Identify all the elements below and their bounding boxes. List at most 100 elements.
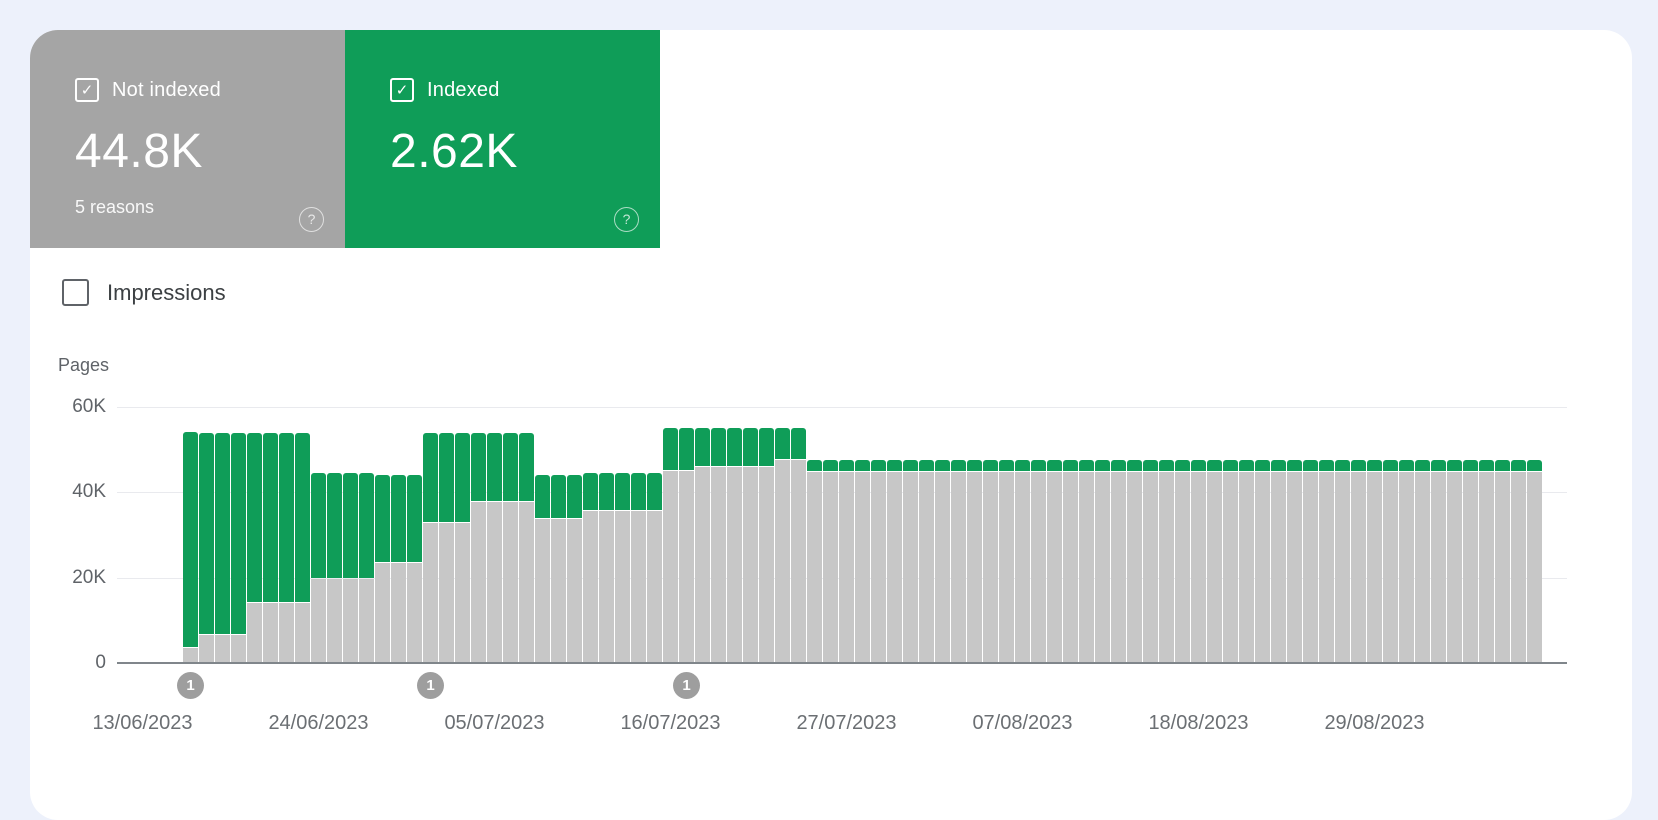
- bar-segment-not-indexed[interactable]: [1479, 472, 1494, 663]
- bar-segment-not-indexed[interactable]: [1207, 472, 1222, 663]
- bar-27/07/2023[interactable]: [839, 460, 854, 663]
- bar-segment-indexed[interactable]: [439, 433, 454, 522]
- bar-24/08/2023[interactable]: [1287, 460, 1302, 663]
- bar-20/07/2023[interactable]: [727, 428, 742, 663]
- bar-segment-not-indexed[interactable]: [567, 519, 582, 663]
- bar-05/07/2023[interactable]: [487, 433, 502, 663]
- bar-segment-indexed[interactable]: [455, 433, 470, 522]
- bar-segment-indexed[interactable]: [775, 428, 790, 459]
- bar-25/08/2023[interactable]: [1303, 460, 1318, 663]
- bar-18/06/2023[interactable]: [215, 433, 230, 663]
- bar-segment-not-indexed[interactable]: [359, 579, 374, 663]
- bar-segment-not-indexed[interactable]: [903, 472, 918, 663]
- bar-segment-indexed[interactable]: [951, 460, 966, 471]
- bar-segment-not-indexed[interactable]: [327, 579, 342, 663]
- bar-28/08/2023[interactable]: [1351, 460, 1366, 663]
- bar-segment-not-indexed[interactable]: [391, 563, 406, 663]
- annotation-marker[interactable]: 1: [417, 672, 444, 699]
- bar-28/07/2023[interactable]: [855, 460, 870, 663]
- bar-segment-indexed[interactable]: [263, 433, 278, 602]
- bar-segment-indexed[interactable]: [535, 475, 550, 518]
- bar-segment-indexed[interactable]: [1287, 460, 1302, 471]
- bar-15/08/2023[interactable]: [1143, 460, 1158, 663]
- bar-segment-not-indexed[interactable]: [1527, 472, 1542, 663]
- bar-21/06/2023[interactable]: [263, 433, 278, 663]
- bar-segment-indexed[interactable]: [647, 473, 662, 510]
- bar-segment-indexed[interactable]: [311, 473, 326, 578]
- bar-segment-not-indexed[interactable]: [535, 519, 550, 663]
- bar-segment-indexed[interactable]: [1463, 460, 1478, 471]
- bar-segment-indexed[interactable]: [391, 475, 406, 562]
- bar-segment-not-indexed[interactable]: [1255, 472, 1270, 663]
- bar-segment-indexed[interactable]: [1351, 460, 1366, 471]
- bar-segment-not-indexed[interactable]: [1175, 472, 1190, 663]
- bar-27/08/2023[interactable]: [1335, 460, 1350, 663]
- bar-segment-not-indexed[interactable]: [311, 579, 326, 663]
- bar-segment-not-indexed[interactable]: [183, 648, 198, 663]
- bar-02/08/2023[interactable]: [935, 460, 950, 663]
- bar-segment-indexed[interactable]: [471, 433, 486, 501]
- bar-segment-indexed[interactable]: [247, 433, 262, 602]
- bar-segment-indexed[interactable]: [279, 433, 294, 602]
- bar-segment-indexed[interactable]: [295, 433, 310, 602]
- bar-08/09/2023[interactable]: [1527, 460, 1542, 663]
- bar-segment-not-indexed[interactable]: [599, 511, 614, 663]
- bar-segment-not-indexed[interactable]: [1047, 472, 1062, 663]
- bar-segment-indexed[interactable]: [503, 433, 518, 501]
- bar-20/06/2023[interactable]: [247, 433, 262, 663]
- bar-segment-indexed[interactable]: [1415, 460, 1430, 471]
- bar-18/07/2023[interactable]: [695, 428, 710, 663]
- bar-30/08/2023[interactable]: [1383, 460, 1398, 663]
- bar-segment-indexed[interactable]: [1367, 460, 1382, 471]
- bar-segment-indexed[interactable]: [487, 433, 502, 501]
- help-icon[interactable]: ?: [299, 207, 324, 232]
- bar-segment-not-indexed[interactable]: [295, 603, 310, 663]
- bar-segment-not-indexed[interactable]: [839, 472, 854, 663]
- bar-segment-indexed[interactable]: [1207, 460, 1222, 471]
- bar-segment-not-indexed[interactable]: [919, 472, 934, 663]
- bar-24/06/2023[interactable]: [311, 473, 326, 663]
- bar-segment-indexed[interactable]: [1383, 460, 1398, 471]
- bar-30/07/2023[interactable]: [887, 460, 902, 663]
- bar-03/07/2023[interactable]: [455, 433, 470, 663]
- bar-24/07/2023[interactable]: [791, 428, 806, 663]
- bar-23/07/2023[interactable]: [775, 428, 790, 663]
- bar-31/07/2023[interactable]: [903, 460, 918, 663]
- bar-12/08/2023[interactable]: [1095, 460, 1110, 663]
- bar-13/08/2023[interactable]: [1111, 460, 1126, 663]
- bar-segment-indexed[interactable]: [183, 432, 198, 647]
- bar-segment-indexed[interactable]: [999, 460, 1014, 471]
- bar-segment-not-indexed[interactable]: [1063, 472, 1078, 663]
- bar-16/07/2023[interactable]: [663, 428, 678, 663]
- bar-segment-not-indexed[interactable]: [1335, 472, 1350, 663]
- bar-segment-indexed[interactable]: [631, 473, 646, 510]
- bar-segment-not-indexed[interactable]: [1015, 472, 1030, 663]
- bar-09/08/2023[interactable]: [1047, 460, 1062, 663]
- bar-22/06/2023[interactable]: [279, 433, 294, 663]
- bar-01/07/2023[interactable]: [423, 433, 438, 663]
- bar-segment-indexed[interactable]: [887, 460, 902, 471]
- bar-segment-indexed[interactable]: [615, 473, 630, 510]
- bar-segment-indexed[interactable]: [327, 473, 342, 578]
- bar-06/09/2023[interactable]: [1495, 460, 1510, 663]
- bar-segment-not-indexed[interactable]: [1191, 472, 1206, 663]
- bar-segment-not-indexed[interactable]: [1127, 472, 1142, 663]
- bar-segment-not-indexed[interactable]: [887, 472, 902, 663]
- bar-segment-not-indexed[interactable]: [247, 603, 262, 663]
- bar-segment-indexed[interactable]: [759, 428, 774, 466]
- bar-segment-indexed[interactable]: [743, 428, 758, 466]
- bar-16/08/2023[interactable]: [1159, 460, 1174, 663]
- checkbox-unchecked-icon[interactable]: [62, 279, 89, 306]
- bar-segment-indexed[interactable]: [919, 460, 934, 471]
- bar-segment-indexed[interactable]: [599, 473, 614, 510]
- bar-segment-not-indexed[interactable]: [967, 472, 982, 663]
- bar-05/09/2023[interactable]: [1479, 460, 1494, 663]
- bar-segment-not-indexed[interactable]: [983, 472, 998, 663]
- bar-22/08/2023[interactable]: [1255, 460, 1270, 663]
- bar-segment-indexed[interactable]: [791, 428, 806, 459]
- bar-segment-not-indexed[interactable]: [759, 467, 774, 663]
- annotation-marker[interactable]: 1: [673, 672, 700, 699]
- bar-segment-indexed[interactable]: [215, 433, 230, 634]
- bar-06/07/2023[interactable]: [503, 433, 518, 663]
- bar-segment-not-indexed[interactable]: [423, 523, 438, 663]
